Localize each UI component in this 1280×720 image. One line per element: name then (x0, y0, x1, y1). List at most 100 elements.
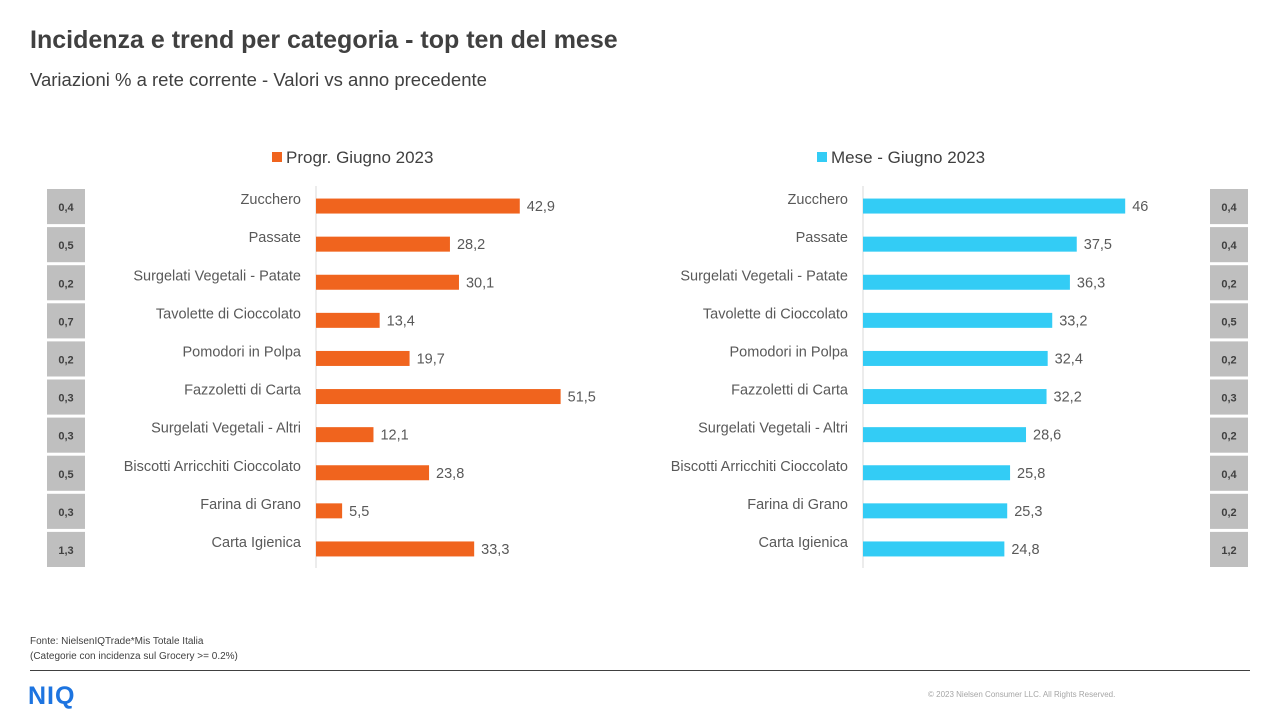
data-label: 28,6 (1033, 428, 1061, 444)
category-label: Passate (249, 230, 301, 246)
bar (316, 236, 450, 252)
legend-label: Mese - Giugno 2023 (831, 148, 985, 167)
data-label: 33,2 (1059, 313, 1087, 329)
incidence-value: 0,4 (1221, 240, 1237, 252)
category-label: Carta Igienica (759, 535, 849, 551)
data-label: 19,7 (417, 351, 445, 367)
source-line-2: (Categorie con incidenza sul Grocery >= … (30, 651, 238, 662)
bar (863, 350, 1048, 366)
source-line-1: Fonte: NielsenIQTrade*Mis Totale Italia (30, 636, 204, 647)
category-label: Surgelati Vegetali - Altri (698, 421, 848, 437)
bar (863, 503, 1008, 519)
incidence-value: 1,3 (58, 545, 73, 557)
data-label: 51,5 (568, 390, 596, 406)
data-label: 25,8 (1017, 466, 1045, 482)
bar (863, 312, 1053, 328)
incidence-box (1210, 379, 1248, 415)
data-label: 42,9 (527, 199, 555, 215)
incidence-box (1210, 531, 1248, 567)
data-label: 46 (1132, 199, 1148, 215)
category-label: Farina di Grano (200, 497, 301, 513)
incidence-box (1210, 189, 1248, 225)
page-subtitle: Variazioni % a rete corrente - Valori vs… (30, 69, 487, 90)
data-label: 30,1 (466, 275, 494, 291)
category-label: Passate (796, 230, 848, 246)
incidence-value: 0,4 (58, 202, 74, 214)
bar (316, 198, 520, 214)
bar (316, 312, 380, 328)
incidence-value: 0,5 (1221, 316, 1236, 328)
footer-divider (30, 670, 1250, 671)
data-label: 32,4 (1055, 351, 1083, 367)
category-label: Pomodori in Polpa (183, 344, 302, 360)
incidence-box (47, 455, 85, 491)
category-label: Fazzoletti di Carta (731, 383, 849, 399)
legend-label: Progr. Giugno 2023 (286, 148, 433, 167)
incidence-box (47, 417, 85, 453)
incidence-box (47, 493, 85, 529)
category-label: Surgelati Vegetali - Patate (133, 268, 301, 284)
source-note: Fonte: NielsenIQTrade*Mis Totale Italia … (30, 634, 238, 664)
page-title: Incidenza e trend per categoria - top te… (30, 26, 618, 54)
bar (316, 427, 374, 443)
category-label: Surgelati Vegetali - Patate (680, 268, 848, 284)
incidence-value: 0,2 (1221, 278, 1236, 290)
incidence-box (47, 531, 85, 567)
incidence-value: 0,4 (1221, 202, 1237, 214)
incidence-box (47, 265, 85, 301)
category-label: Surgelati Vegetali - Altri (151, 421, 301, 437)
incidence-value: 0,2 (58, 278, 73, 290)
bar (863, 427, 1027, 443)
niq-logo: NIQ (28, 682, 76, 710)
category-label: Fazzoletti di Carta (184, 383, 302, 399)
incidence-box (47, 303, 85, 339)
bar (863, 236, 1077, 252)
data-label: 24,8 (1011, 542, 1039, 558)
incidence-value: 0,2 (58, 354, 73, 366)
category-label: Tavolette di Cioccolato (703, 306, 848, 322)
data-label: 5,5 (349, 504, 369, 520)
incidence-value: 0,3 (58, 507, 73, 519)
bar (863, 465, 1011, 481)
incidence-value: 0,4 (1221, 469, 1237, 481)
incidence-value: 0,5 (58, 469, 73, 481)
incidence-value: 0,2 (1221, 354, 1236, 366)
bar (316, 541, 475, 557)
bar (316, 503, 343, 519)
category-label: Biscotti Arricchiti Cioccolato (671, 459, 848, 475)
copyright-text: © 2023 Nielsen Consumer LLC. All Rights … (928, 690, 1116, 699)
bar (316, 274, 459, 290)
category-label: Tavolette di Cioccolato (156, 306, 301, 322)
incidence-value: 0,7 (58, 316, 73, 328)
incidence-box (47, 227, 85, 263)
data-label: 12,1 (380, 428, 408, 444)
incidence-value: 0,2 (1221, 431, 1236, 443)
category-label: Zucchero (241, 192, 301, 208)
bar (863, 274, 1070, 290)
legend-swatch (272, 152, 282, 162)
data-label: 37,5 (1084, 237, 1112, 253)
data-label: 33,3 (481, 542, 509, 558)
bar (316, 350, 410, 366)
category-label: Biscotti Arricchiti Cioccolato (124, 459, 301, 475)
bar (316, 465, 430, 481)
incidence-box (1210, 493, 1248, 529)
data-label: 28,2 (457, 237, 485, 253)
incidence-box (47, 379, 85, 415)
incidence-box (1210, 417, 1248, 453)
data-label: 23,8 (436, 466, 464, 482)
category-label: Farina di Grano (747, 497, 848, 513)
data-label: 13,4 (387, 313, 415, 329)
category-label: Carta Igienica (212, 535, 302, 551)
incidence-box (1210, 341, 1248, 377)
bar (316, 389, 561, 405)
incidence-value: 0,2 (1221, 507, 1236, 519)
data-label: 25,3 (1014, 504, 1042, 520)
legend-swatch (817, 152, 827, 162)
category-label: Zucchero (788, 192, 848, 208)
bar (863, 198, 1126, 214)
incidence-box (1210, 303, 1248, 339)
incidence-value: 1,2 (1221, 545, 1236, 557)
incidence-value: 0,3 (58, 431, 73, 443)
